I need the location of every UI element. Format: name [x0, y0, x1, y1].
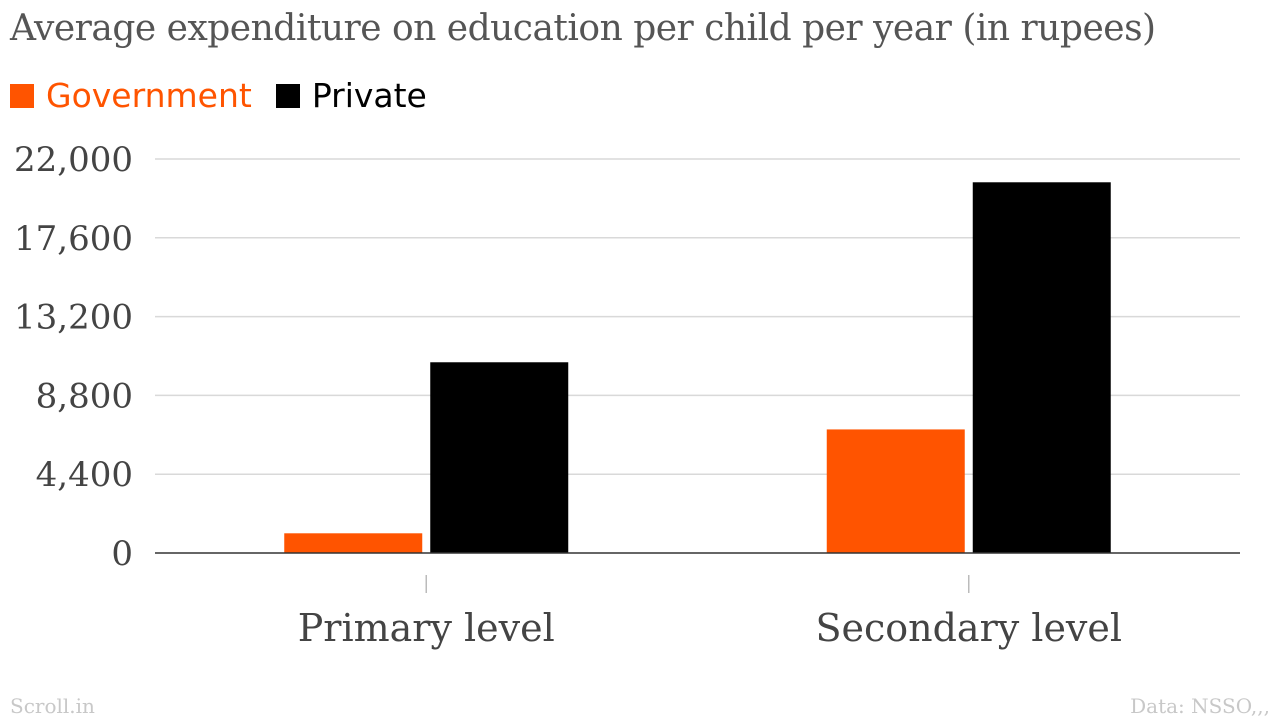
x-category-label: Secondary level [815, 606, 1122, 650]
legend-swatch-government [10, 83, 34, 108]
legend-item-government: Government [10, 76, 252, 115]
legend-item-private: Private [275, 76, 427, 115]
legend-swatch-private [275, 83, 300, 108]
y-tick-label: 4,400 [36, 455, 133, 495]
chart-title: Average expenditure on education per chi… [10, 8, 1156, 49]
bar-government-1 [826, 429, 965, 553]
bar-government-0 [284, 533, 423, 553]
bar-private-1 [972, 182, 1111, 554]
y-tick-label: 8,800 [36, 376, 133, 416]
x-category-label: Primary level [298, 606, 555, 650]
y-tick-label: 17,600 [14, 219, 133, 259]
y-tick-label: 13,200 [14, 298, 133, 338]
footer-source-right: Data: NSSO,,, [1130, 694, 1270, 718]
footer-source-left: Scroll.in [10, 694, 95, 718]
legend: Government Private [10, 76, 451, 115]
y-tick-label: 0 [111, 534, 133, 574]
legend-label-government: Government [46, 76, 252, 115]
legend-label-private: Private [311, 76, 427, 115]
bar-private-0 [430, 362, 569, 553]
y-tick-label: 22,000 [14, 140, 133, 180]
